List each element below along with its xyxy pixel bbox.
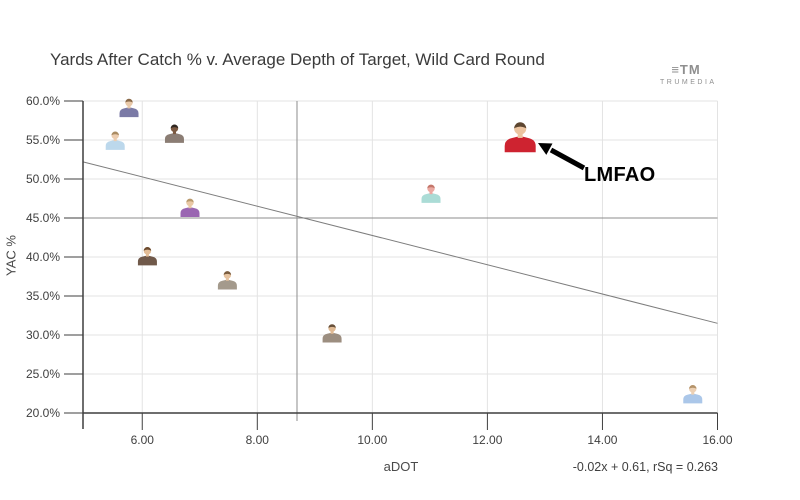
player-avatar[interactable] bbox=[105, 131, 125, 150]
annotation-text: LMFAO bbox=[584, 164, 656, 186]
y-tick-label: 40.0% bbox=[26, 250, 60, 264]
player-avatar-highlighted[interactable] bbox=[504, 122, 536, 153]
avatar-hair bbox=[111, 131, 119, 136]
x-tick-label: 16.00 bbox=[702, 433, 732, 447]
player-avatar[interactable] bbox=[322, 324, 342, 343]
trumedia-logo-text: TRUMEDIA bbox=[660, 79, 717, 86]
x-tick-label: 8.00 bbox=[246, 433, 270, 447]
avatar-hair bbox=[143, 246, 152, 251]
annotation-arrow-head bbox=[538, 143, 553, 155]
avatar-jersey bbox=[683, 393, 703, 404]
player-avatar[interactable] bbox=[421, 184, 441, 203]
avatar-hair bbox=[689, 385, 697, 389]
avatar-hair bbox=[125, 98, 133, 103]
avatar-neck bbox=[330, 330, 334, 334]
avatar-neck bbox=[691, 391, 695, 395]
avatar-neck bbox=[517, 132, 523, 138]
x-tick-label: 12.00 bbox=[472, 433, 502, 447]
y-tick-label: 30.0% bbox=[26, 328, 60, 342]
player-avatar[interactable] bbox=[164, 124, 184, 143]
y-tick-label: 25.0% bbox=[26, 367, 60, 381]
avatar-neck bbox=[429, 190, 433, 195]
trumedia-logo-icon: ≡TM bbox=[671, 62, 701, 77]
avatar-jersey bbox=[137, 255, 157, 266]
avatar-hair bbox=[427, 184, 435, 189]
avatar-jersey bbox=[164, 133, 184, 143]
y-tick-label: 55.0% bbox=[26, 133, 60, 147]
x-tick-label: 6.00 bbox=[131, 433, 155, 447]
avatar-jersey bbox=[421, 193, 441, 203]
x-tick-label: 14.00 bbox=[587, 433, 617, 447]
trend-line bbox=[82, 161, 718, 324]
avatar-jersey bbox=[217, 280, 237, 290]
avatar-jersey bbox=[322, 333, 342, 343]
avatar-hair bbox=[186, 198, 194, 203]
annotation-arrow-shaft bbox=[549, 147, 586, 171]
avatar-jersey bbox=[504, 136, 536, 153]
avatar-neck bbox=[172, 130, 176, 135]
y-tick-label: 35.0% bbox=[26, 289, 60, 303]
avatar-jersey bbox=[119, 107, 139, 118]
y-tick-label: 60.0% bbox=[26, 94, 60, 108]
chart-title: Yards After Catch % v. Average Depth of … bbox=[50, 50, 545, 69]
avatar-neck bbox=[113, 137, 117, 142]
avatar-hair bbox=[223, 271, 232, 275]
y-tick-label: 20.0% bbox=[26, 406, 60, 420]
avatar-jersey bbox=[180, 207, 200, 217]
avatar-neck bbox=[145, 253, 149, 257]
player-avatar[interactable] bbox=[137, 246, 157, 266]
player-avatar[interactable] bbox=[119, 98, 139, 118]
player-avatar[interactable] bbox=[217, 271, 237, 290]
trumedia-logo: ≡TM TRUMEDIA bbox=[660, 62, 717, 87]
y-tick-label: 45.0% bbox=[26, 211, 60, 225]
avatar-hair bbox=[514, 122, 527, 129]
x-axis-title: aDOT bbox=[383, 459, 419, 474]
y-axis-title: YAC % bbox=[3, 235, 19, 276]
avatar-neck bbox=[225, 277, 229, 281]
avatar-jersey bbox=[105, 140, 125, 150]
avatar-neck bbox=[127, 104, 131, 109]
avatar-hair bbox=[170, 124, 179, 129]
y-tick-label: 50.0% bbox=[26, 172, 60, 186]
player-avatar[interactable] bbox=[180, 198, 200, 217]
avatar-hair bbox=[328, 324, 336, 328]
trend-equation: -0.02x + 0.61, rSq = 0.263 bbox=[572, 460, 718, 474]
x-tick-label: 10.00 bbox=[357, 433, 387, 447]
player-avatar[interactable] bbox=[683, 385, 703, 404]
avatar-neck bbox=[188, 204, 192, 209]
